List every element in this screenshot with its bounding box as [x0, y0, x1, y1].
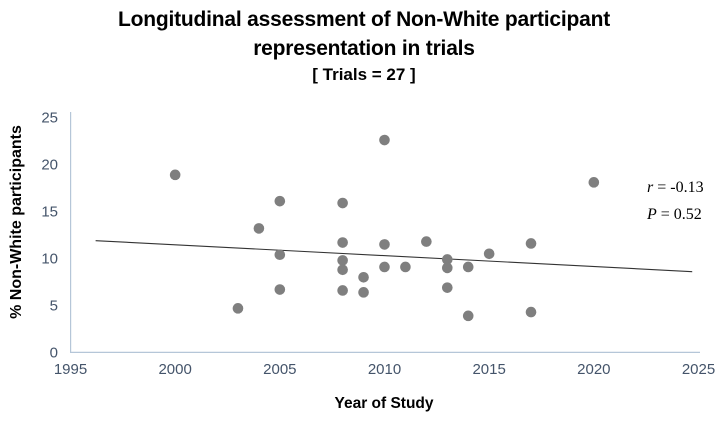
scatter-point	[274, 284, 286, 295]
y-tick-label-25: 25	[41, 109, 58, 126]
scatter-point	[274, 195, 286, 207]
x-axis-title: Year of Study	[334, 395, 434, 412]
p-value: = 0.52	[656, 206, 702, 223]
x-tick-label-2005: 2005	[263, 361, 297, 378]
scatter-point	[358, 272, 369, 283]
chart-title-block: Longitudinal assessment of Non-White par…	[0, 5, 728, 86]
x-tick-label-2015: 2015	[472, 361, 506, 378]
y-tick-label-0: 0	[49, 344, 58, 361]
r-value: = -0.13	[653, 179, 704, 196]
scatter-point	[525, 306, 537, 318]
scatter-point	[337, 197, 348, 209]
scatter-point	[400, 261, 411, 273]
chart-subtitle-trials-count: [ Trials = 27 ]	[312, 65, 416, 84]
scatter-point	[379, 134, 390, 146]
scatter-point	[337, 255, 348, 266]
y-tick-label-20: 20	[41, 156, 58, 173]
x-tick-label-2010: 2010	[367, 361, 402, 378]
plot-area	[70, 112, 700, 353]
scatter-point	[337, 237, 348, 248]
y-tick-label-5: 5	[49, 297, 58, 314]
correlation-annotation: r = -0.13 P = 0.52	[647, 174, 704, 228]
scatter-point	[588, 177, 600, 188]
trend-line	[95, 240, 693, 273]
scatter-point	[379, 239, 390, 250]
scatter-point	[462, 261, 474, 273]
chart-title-line1: Longitudinal assessment of Non-White par…	[117, 8, 611, 31]
y-axis-title: % Non-White participants	[8, 125, 25, 319]
scatter-point	[442, 254, 453, 265]
scatter-point	[337, 285, 348, 296]
scatter-point	[337, 264, 348, 276]
y-tick-label-10: 10	[41, 250, 58, 267]
scatter-point	[253, 223, 265, 234]
scatter-point	[232, 303, 244, 314]
scatter-point	[442, 282, 453, 293]
scatter-point	[483, 248, 495, 260]
x-tick-label-2000: 2000	[158, 361, 192, 378]
x-tick-label-2025: 2025	[681, 361, 716, 378]
p-label: P	[647, 206, 657, 223]
scatter-point	[358, 287, 369, 298]
scatter-point	[274, 249, 286, 261]
x-tick-label-1995: 1995	[53, 361, 88, 378]
r-label: r	[647, 179, 654, 196]
scatter-point	[525, 238, 537, 249]
scatter-point	[442, 262, 453, 274]
x-tick-label-2020: 2020	[577, 361, 611, 378]
p-statistic: P = 0.52	[647, 201, 704, 228]
scatter-point	[379, 261, 390, 273]
y-tick-label-15: 15	[41, 203, 58, 220]
scatter-point	[462, 310, 474, 322]
scatter-point	[169, 169, 181, 181]
chart-title-line2: representation in trials	[253, 37, 475, 60]
r-statistic: r = -0.13	[647, 174, 704, 201]
scatter-point	[421, 236, 432, 247]
